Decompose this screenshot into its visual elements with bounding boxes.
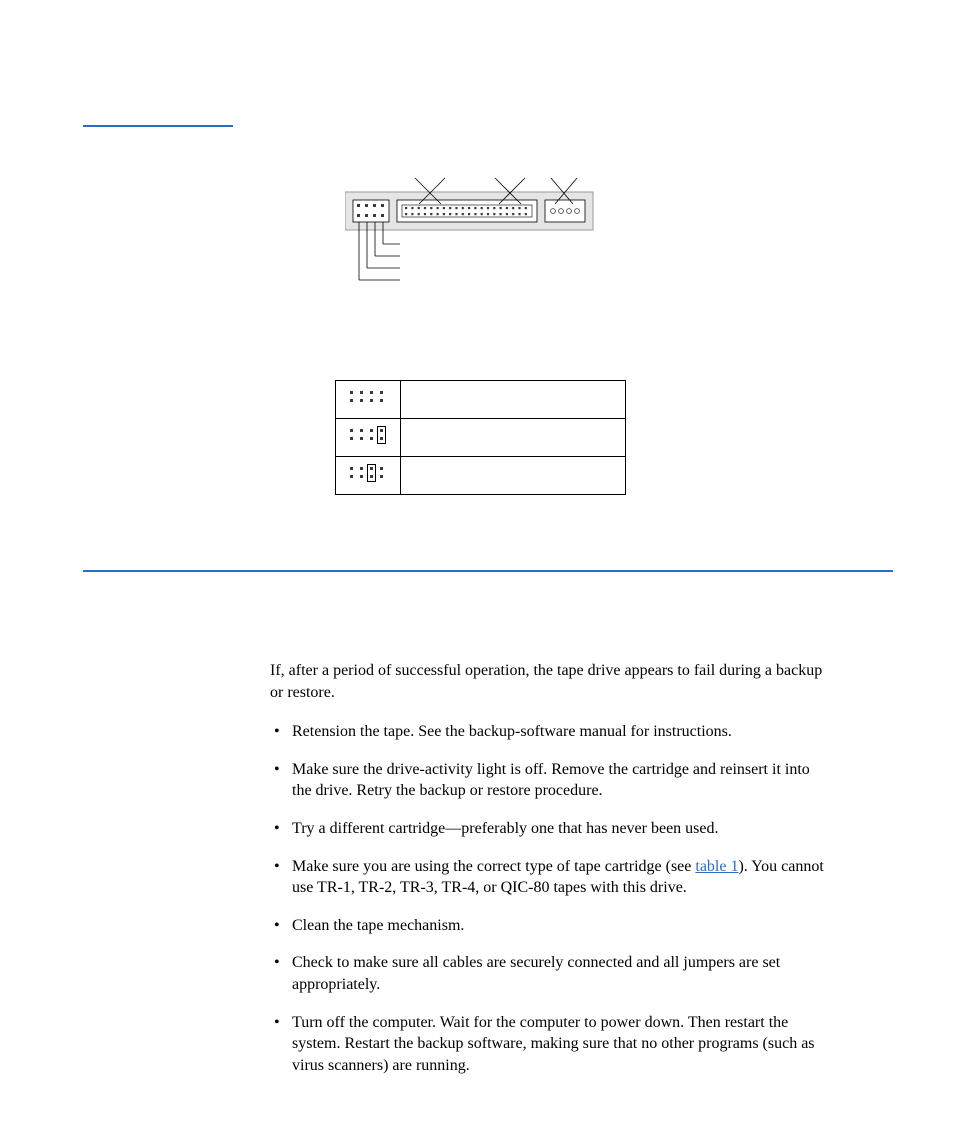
tip-item: Turn off the computer. Wait for the comp… [270,1012,830,1077]
connector-svg [345,170,625,350]
page: If, after a period of successful operati… [0,0,954,1145]
jumper-label [401,419,626,457]
tip-item: Check to make sure all cables are secure… [270,952,830,995]
tip-item: Retension the tape. See the backup-softw… [270,721,830,743]
rule-short [83,125,233,127]
tip-item: Try a different cartridge—preferably one… [270,818,830,840]
connector-figure [345,170,625,355]
jumper-row [336,457,626,495]
jumper-label [401,381,626,419]
jumper-icon [336,419,401,457]
tip-text-pre: Make sure you are using the correct type… [292,858,695,875]
intro-text: If, after a period of successful operati… [270,660,830,703]
jumper-icon [336,381,401,419]
content: If, after a period of successful operati… [270,660,830,1092]
jumper-row [336,381,626,419]
jumper-icon [336,457,401,495]
tip-item: Make sure you are using the correct type… [270,856,830,899]
jumper-label [401,457,626,495]
table-link[interactable]: table 1 [695,858,738,875]
tips-list: Retension the tape. See the backup-softw… [270,721,830,1076]
rule-long [83,570,893,572]
jumper-table [335,380,626,495]
tip-item: Clean the tape mechanism. [270,915,830,937]
jumper-row [336,419,626,457]
tip-item: Make sure the drive-activity light is of… [270,759,830,802]
